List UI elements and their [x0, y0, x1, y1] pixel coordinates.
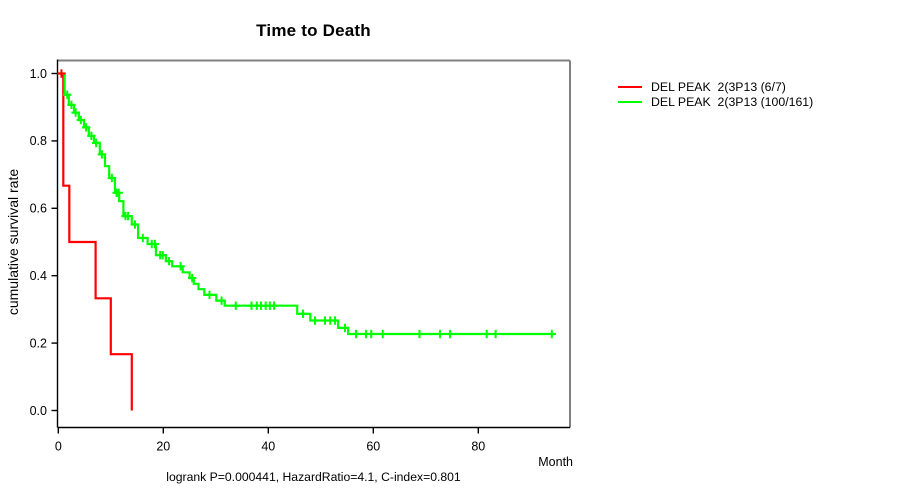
legend-label-red: DEL PEAK 2(3P13 (6/7): [651, 79, 786, 94]
legend-label-green: DEL PEAK 2(3P13 (100/161): [651, 94, 814, 109]
x-axis-label: Month: [538, 455, 573, 469]
km-curve-series-0: [58, 72, 133, 411]
y-tick-label: 0.4: [30, 269, 47, 283]
censor-marks-series-1: [63, 90, 556, 339]
legend-item-red: DEL PEAK 2(3P13 (6/7): [618, 79, 813, 94]
legend-item-green: DEL PEAK 2(3P13 (100/161): [618, 94, 813, 109]
x-tick-label: 60: [366, 440, 380, 454]
legend: DEL PEAK 2(3P13 (6/7) DEL PEAK 2(3P13 (1…: [618, 79, 813, 109]
chart-title: Time to Death: [256, 21, 371, 40]
x-tick-label: 20: [156, 440, 170, 454]
y-axis-label: cumulative survival rate: [5, 168, 21, 316]
x-tick-label: 0: [55, 440, 62, 454]
y-tick-label: 0.2: [30, 336, 47, 350]
legend-line-red-icon: [618, 85, 642, 88]
x-tick-label: 80: [471, 440, 485, 454]
km-curve-series-1: [58, 72, 552, 336]
y-tick-label: 0.0: [30, 404, 47, 418]
y-tick-label: 1.0: [30, 67, 47, 81]
legend-line-green-icon: [618, 100, 642, 103]
y-tick-label: 0.6: [30, 202, 47, 216]
stats-annotation: logrank P=0.000441, HazardRatio=4.1, C-i…: [166, 470, 461, 484]
censor-marks-series-0: [57, 69, 66, 78]
x-tick-label: 40: [261, 440, 275, 454]
y-tick-label: 0.8: [30, 134, 47, 148]
